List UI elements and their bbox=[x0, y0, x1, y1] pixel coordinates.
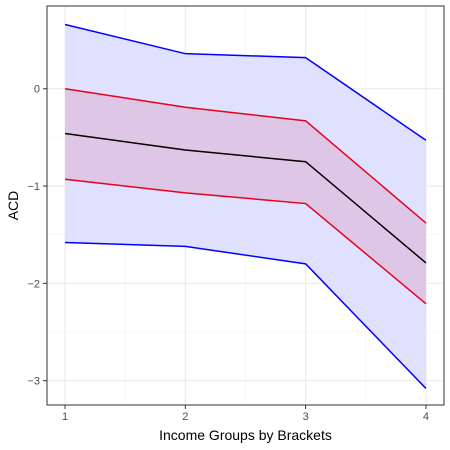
y-tick-label: −1 bbox=[27, 181, 40, 193]
series-1-line bbox=[64, 132, 427, 264]
x-tick-label: 4 bbox=[423, 411, 429, 423]
y-tick-label: −2 bbox=[27, 278, 40, 290]
band-2-lower-line bbox=[64, 178, 427, 305]
confidence-bands bbox=[64, 23, 427, 389]
y-axis-title: ACD bbox=[5, 191, 21, 221]
x-axis-title: Income Groups by Brackets bbox=[159, 427, 332, 443]
band-1-lower-line bbox=[65, 241, 427, 389]
band-2-area bbox=[65, 88, 426, 304]
band-2-upper-line bbox=[64, 87, 427, 224]
y-tick-label: −3 bbox=[27, 376, 40, 388]
x-tick-label: 3 bbox=[303, 411, 309, 423]
plot-panel-border bbox=[46, 5, 445, 406]
x-tick-label: 2 bbox=[182, 411, 188, 423]
band-1-upper-line bbox=[64, 23, 427, 141]
series-lines bbox=[64, 132, 427, 264]
x-tick-label: 1 bbox=[62, 411, 68, 423]
y-tick-label: 0 bbox=[34, 84, 40, 96]
axis-ticks: 1 2 3 4 −3 −2 −1 0 bbox=[27, 84, 429, 423]
